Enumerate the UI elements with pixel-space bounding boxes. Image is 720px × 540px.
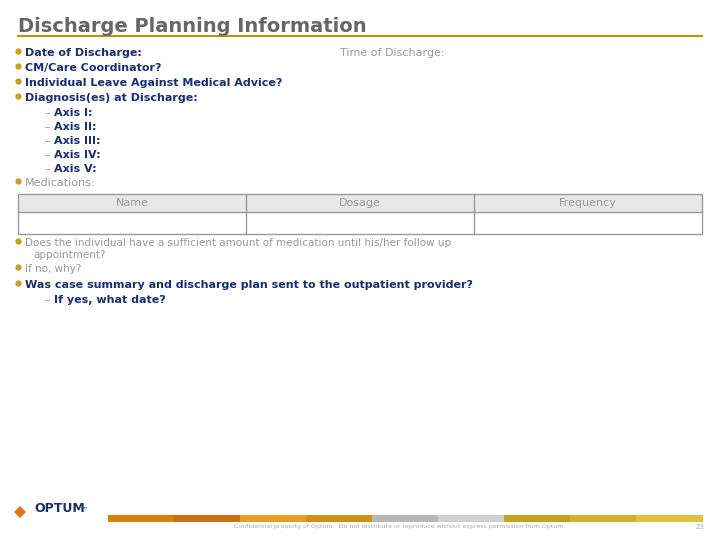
Text: Date of Discharge:: Date of Discharge: [25,48,142,58]
Text: Name: Name [115,198,148,208]
Bar [438,515,505,522]
Polygon shape [14,506,26,518]
Bar [636,515,703,522]
Text: Time of Discharge:: Time of Discharge: [340,48,444,58]
Text: 23: 23 [695,524,704,530]
Text: –: – [44,164,50,174]
Text: –: – [44,150,50,160]
Bar [18,194,702,234]
Text: ™: ™ [81,506,88,512]
Text: Does the individual have a sufficient amount of medication until his/her follow : Does the individual have a sufficient am… [25,238,451,248]
Text: Axis I:: Axis I: [54,108,92,118]
Text: appointment?: appointment? [33,250,106,260]
Bar [372,515,438,522]
Text: Axis V:: Axis V: [54,164,96,174]
Text: Discharge Planning Information: Discharge Planning Information [18,17,366,36]
Text: –: – [44,136,50,146]
Text: –: – [44,295,50,305]
Bar [306,515,372,522]
Text: CM/Care Coordinator?: CM/Care Coordinator? [25,63,161,73]
Text: OPTUM: OPTUM [34,502,85,515]
Text: Axis II:: Axis II: [54,122,96,132]
Bar [570,515,636,522]
Text: Frequency: Frequency [559,198,617,208]
Text: Confidential property of Optum.  Do not distribute or reproduce without express : Confidential property of Optum. Do not d… [234,524,566,529]
Text: If no, why?: If no, why? [25,264,81,274]
Text: Medications:: Medications: [25,178,96,188]
Text: Was case summary and discharge plan sent to the outpatient provider?: Was case summary and discharge plan sent… [25,280,473,290]
Bar [174,515,240,522]
Bar [18,212,702,234]
Text: –: – [44,108,50,118]
Text: –: – [44,122,50,132]
Bar [504,515,570,522]
Text: Individual Leave Against Medical Advice?: Individual Leave Against Medical Advice? [25,78,282,88]
Bar [18,194,702,212]
Text: Diagnosis(es) at Discharge:: Diagnosis(es) at Discharge: [25,93,198,103]
Text: If yes, what date?: If yes, what date? [54,295,166,305]
Text: Dosage: Dosage [339,198,381,208]
Text: Axis III:: Axis III: [54,136,101,146]
Bar [240,515,307,522]
Text: Axis IV:: Axis IV: [54,150,101,160]
Bar [108,515,174,522]
